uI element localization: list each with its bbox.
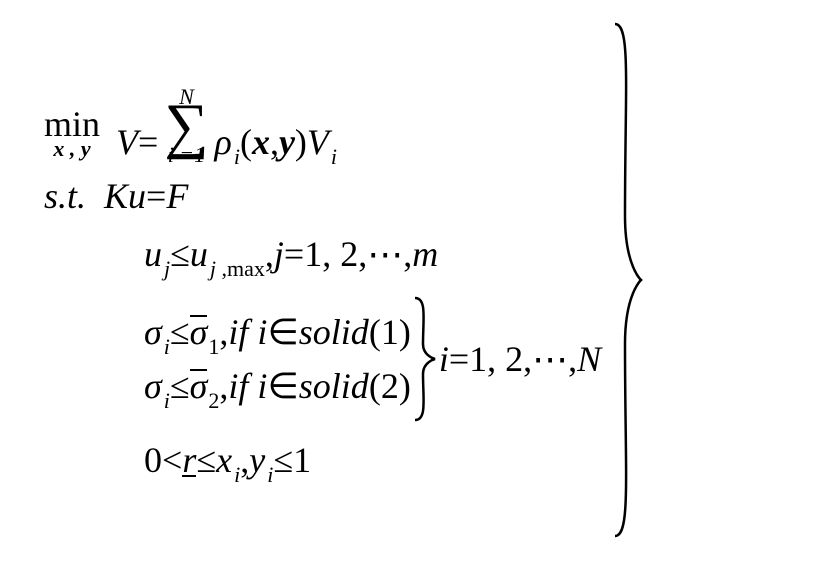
min-subscript: x , y (53, 138, 90, 160)
lt-sign: < (162, 442, 182, 478)
arg-x: x (252, 124, 270, 160)
min-operator: min x , y (44, 106, 100, 160)
sym-j: j (274, 236, 284, 272)
sym-i: i (439, 341, 449, 377)
equation-block: min x , y V = N ∑ i =1 ρ i ( x , y ) V (44, 16, 643, 544)
sub-i: i (164, 390, 170, 412)
sym-Vi-sub: i (331, 146, 337, 168)
lparen: ( (369, 368, 381, 404)
list-12: 1, 2, (469, 341, 532, 377)
le-sign: ≤ (196, 442, 216, 478)
equation-content: min x , y V = N ∑ i =1 ρ i ( x , y ) V (44, 76, 601, 484)
sym-x: x (216, 442, 232, 478)
comma: , (240, 442, 249, 478)
stress-index-range: i = 1, 2, ⋯ , N (439, 341, 601, 377)
if-i: if i (228, 314, 267, 350)
sigma-bar: σ (190, 368, 208, 404)
sym-m: m (412, 236, 438, 272)
constraint-bounds: 0 < r ≤ x i , y i ≤ 1 (44, 442, 311, 478)
sub-i2: i (267, 464, 273, 486)
sym-V: V (116, 124, 138, 160)
constraint-sigma2: σ i ≤ σ 2 , if i ∈ solid ( 2 ) (144, 368, 411, 404)
if-i: if i (228, 368, 267, 404)
num-2: 2 (381, 368, 399, 404)
rho-sub: i (234, 146, 240, 168)
list-12: 1, 2, (304, 236, 367, 272)
sym-sigma: σ (144, 368, 162, 404)
solid-word: solid (299, 368, 369, 404)
stress-lines: σ i ≤ σ 1 , if i ∈ solid ( 1 ) (144, 310, 411, 408)
outer-right-brace (609, 16, 643, 544)
le-sign: ≤ (170, 236, 190, 272)
comma: , (270, 124, 279, 160)
rparen: ) (399, 314, 411, 350)
sub-i: i (164, 336, 170, 358)
eq-sign: = (138, 124, 158, 160)
one: 1 (293, 442, 311, 478)
sym-y: y (249, 442, 265, 478)
in-sign: ∈ (267, 368, 298, 404)
sym-Vi-V: V (307, 124, 329, 160)
constraint-ku-eq-f: s.t. K u = F (44, 178, 188, 214)
sym-F: F (166, 178, 188, 214)
sub-1: 1 (208, 336, 219, 358)
lparen: ( (369, 314, 381, 350)
sub-i: i (234, 464, 240, 486)
arg-y: y (279, 124, 295, 160)
sub-2: 2 (208, 390, 219, 412)
solid-word: solid (299, 314, 369, 350)
sub-j: j (164, 258, 170, 280)
dots: ⋯ (367, 236, 403, 272)
eq-sign: = (449, 341, 469, 377)
sigma-bar: σ (190, 314, 208, 350)
inner-right-brace-icon (411, 294, 437, 424)
sym-u: u (144, 236, 162, 272)
objective-line: min x , y V = N ∑ i =1 ρ i ( x , y ) V (44, 80, 337, 160)
sym-u2: u (190, 236, 208, 272)
summation: N ∑ i =1 (164, 86, 208, 166)
dots: ⋯ (532, 341, 568, 377)
sub-jmax: jj ,max ,max (210, 258, 265, 280)
outer-right-brace-icon (609, 16, 643, 544)
num-1: 1 (381, 314, 399, 350)
comma: , (219, 368, 228, 404)
eq-sign: = (284, 236, 304, 272)
rparen: ) (399, 368, 411, 404)
st-label: s.t. (44, 178, 86, 214)
le-sign: ≤ (170, 368, 190, 404)
comma: , (568, 341, 577, 377)
sum-lower: i =1 (168, 144, 205, 166)
sym-N: N (577, 341, 601, 377)
rparen: ) (295, 124, 307, 160)
lparen: ( (240, 124, 252, 160)
constraint-displacement: u j ≤ u jj ,max ,max , j = 1, 2, ⋯ , m (44, 236, 438, 272)
sym-rho: ρ (215, 124, 232, 160)
zero: 0 (144, 442, 162, 478)
le-sign: ≤ (170, 314, 190, 350)
comma2: , (403, 236, 412, 272)
comma: , (265, 236, 274, 272)
constraint-sigma1: σ i ≤ σ 1 , if i ∈ solid ( 1 ) (144, 314, 411, 350)
sym-sigma: σ (144, 314, 162, 350)
sym-u: u (128, 178, 146, 214)
comma: , (219, 314, 228, 350)
sym-K: K (104, 178, 128, 214)
constraint-stress-group: σ i ≤ σ 1 , if i ∈ solid ( 1 ) (44, 294, 601, 424)
le-sign2: ≤ (273, 442, 293, 478)
r-underline: r (182, 442, 196, 478)
in-sign: ∈ (267, 314, 298, 350)
eq-sign: = (146, 178, 166, 214)
